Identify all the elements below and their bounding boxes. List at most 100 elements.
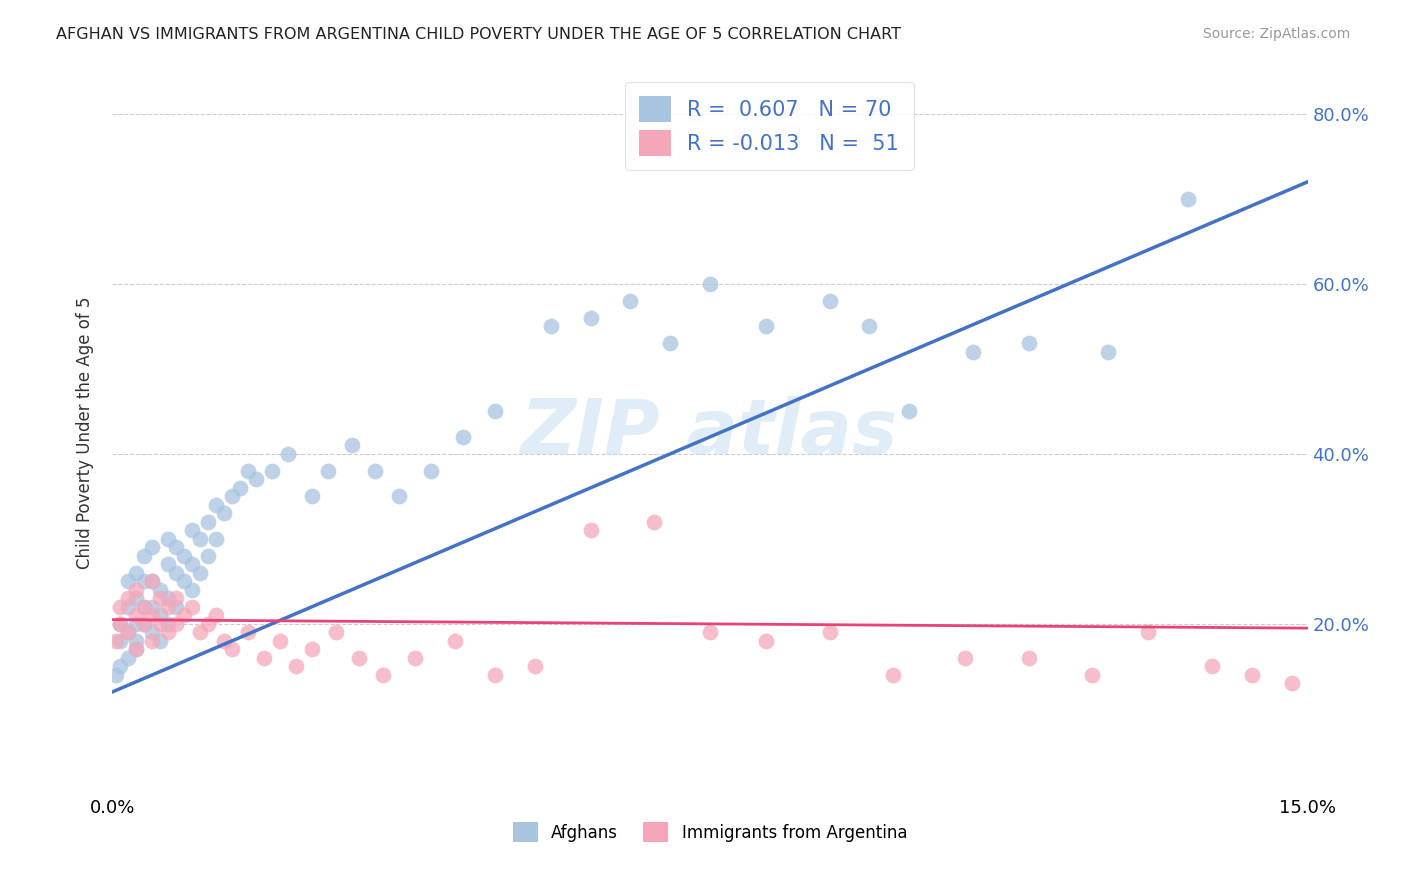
- Point: [165, 541, 187, 555]
- Point: [579, 524, 602, 538]
- Point: [1018, 651, 1040, 665]
- Point: [149, 633, 172, 648]
- Point: [1097, 344, 1119, 359]
- Point: [962, 344, 984, 359]
- Point: [125, 633, 148, 648]
- Point: [141, 574, 163, 589]
- Point: [236, 625, 259, 640]
- Point: [141, 608, 163, 623]
- Point: [117, 599, 139, 614]
- Point: [117, 625, 139, 640]
- Point: [173, 608, 195, 623]
- Point: [134, 549, 156, 563]
- Point: [260, 464, 283, 478]
- Point: [444, 633, 467, 648]
- Text: Source: ZipAtlas.com: Source: ZipAtlas.com: [1202, 27, 1350, 41]
- Point: [236, 464, 259, 478]
- Point: [188, 532, 211, 546]
- Point: [110, 599, 132, 614]
- Point: [197, 549, 219, 563]
- Point: [110, 616, 132, 631]
- Point: [157, 558, 180, 572]
- Point: [165, 591, 187, 606]
- Point: [110, 633, 132, 648]
- Point: [484, 404, 506, 418]
- Point: [157, 599, 180, 614]
- Point: [540, 319, 562, 334]
- Point: [882, 668, 904, 682]
- Point: [165, 599, 187, 614]
- Point: [105, 668, 128, 682]
- Point: [269, 633, 291, 648]
- Point: [340, 438, 363, 452]
- Point: [1281, 676, 1303, 690]
- Point: [157, 591, 180, 606]
- Point: [110, 616, 132, 631]
- Point: [134, 599, 156, 614]
- Point: [1137, 625, 1160, 640]
- Point: [149, 582, 172, 597]
- Point: [134, 574, 156, 589]
- Point: [117, 625, 139, 640]
- Point: [349, 651, 371, 665]
- Point: [699, 277, 721, 291]
- Point: [149, 608, 172, 623]
- Point: [221, 642, 243, 657]
- Point: [188, 566, 211, 580]
- Point: [125, 582, 148, 597]
- Point: [643, 515, 665, 529]
- Point: [125, 566, 148, 580]
- Point: [818, 625, 841, 640]
- Point: [818, 293, 841, 308]
- Point: [141, 541, 163, 555]
- Point: [181, 558, 204, 572]
- Point: [245, 472, 267, 486]
- Point: [221, 489, 243, 503]
- Point: [1018, 336, 1040, 351]
- Point: [953, 651, 976, 665]
- Point: [301, 489, 323, 503]
- Point: [141, 574, 163, 589]
- Point: [699, 625, 721, 640]
- Point: [1081, 668, 1104, 682]
- Text: ZIP atlas: ZIP atlas: [522, 396, 898, 469]
- Point: [117, 591, 139, 606]
- Point: [141, 633, 163, 648]
- Point: [117, 651, 139, 665]
- Point: [325, 625, 347, 640]
- Point: [125, 608, 148, 623]
- Point: [125, 591, 148, 606]
- Point: [165, 616, 187, 631]
- Point: [364, 464, 387, 478]
- Point: [157, 625, 180, 640]
- Point: [181, 599, 204, 614]
- Point: [181, 524, 204, 538]
- Point: [188, 625, 211, 640]
- Point: [157, 532, 180, 546]
- Point: [373, 668, 395, 682]
- Point: [149, 591, 172, 606]
- Point: [197, 515, 219, 529]
- Point: [523, 659, 546, 673]
- Point: [125, 616, 148, 631]
- Point: [1177, 192, 1199, 206]
- Point: [134, 616, 156, 631]
- Point: [404, 651, 426, 665]
- Point: [451, 430, 474, 444]
- Point: [141, 599, 163, 614]
- Point: [125, 642, 148, 657]
- Point: [858, 319, 880, 334]
- Point: [173, 574, 195, 589]
- Legend: Afghans, Immigrants from Argentina: Afghans, Immigrants from Argentina: [505, 814, 915, 851]
- Point: [484, 668, 506, 682]
- Point: [149, 616, 172, 631]
- Point: [619, 293, 641, 308]
- Point: [579, 310, 602, 325]
- Point: [117, 574, 139, 589]
- Point: [253, 651, 276, 665]
- Point: [205, 608, 228, 623]
- Point: [277, 447, 299, 461]
- Point: [898, 404, 921, 418]
- Point: [301, 642, 323, 657]
- Point: [229, 481, 252, 495]
